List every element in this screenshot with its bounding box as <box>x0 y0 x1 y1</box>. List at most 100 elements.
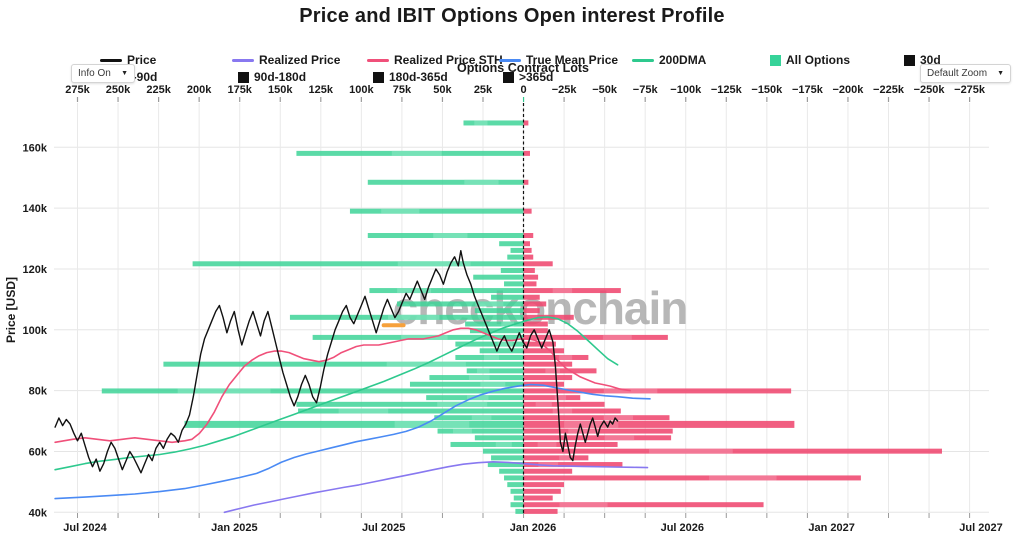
svg-text:275k: 275k <box>65 84 90 96</box>
svg-text:−125k: −125k <box>711 84 743 96</box>
legend-item-all-options[interactable]: All Options <box>770 53 850 67</box>
oi-bar-left <box>510 488 524 494</box>
legend-item-realized-price[interactable]: Realized Price <box>232 53 340 67</box>
oi-bar-right <box>523 420 795 428</box>
legend-item-price[interactable]: Price <box>100 53 156 67</box>
series-price <box>54 249 619 474</box>
oi-bar-right <box>523 208 532 214</box>
svg-text:60k: 60k <box>29 446 48 458</box>
oi-bar-right <box>523 375 573 381</box>
oi-bar-left <box>474 308 524 314</box>
oi-bar-right <box>523 381 565 387</box>
oi-bar-left <box>296 401 524 407</box>
oi-bar-right <box>523 508 558 514</box>
page-title: Price and IBIT Options Open interest Pro… <box>299 5 725 27</box>
svg-text:Jan 2027: Jan 2027 <box>808 522 854 534</box>
oi-bar-left <box>455 341 524 347</box>
svg-text:40k: 40k <box>29 507 48 519</box>
legend-item-200dma[interactable]: 200DMA <box>632 53 706 67</box>
legend-item-label: Realized Price <box>259 53 341 67</box>
oi-bar-left <box>466 368 524 374</box>
oi-bar-right <box>523 294 540 300</box>
svg-text:Jan 2025: Jan 2025 <box>211 522 257 534</box>
top-axis-title: Options Contract Lots <box>457 61 589 75</box>
oi-bar-left <box>473 274 524 280</box>
oi-bar-left <box>500 267 524 273</box>
oi-bar-left <box>507 254 524 260</box>
oi-bar-right <box>523 254 534 260</box>
svg-text:−225k: −225k <box>873 84 905 96</box>
default-zoom-dropdown-label: Default Zoom <box>927 68 988 79</box>
default-zoom-dropdown[interactable]: Default Zoom ▼ <box>920 64 1011 83</box>
oi-bar-left <box>396 301 524 307</box>
oi-bar-right <box>523 475 861 481</box>
90d-180d-swatch-icon <box>238 71 249 83</box>
oi-bar-left <box>474 435 524 441</box>
oi-bar-right <box>523 401 605 407</box>
svg-text:200k: 200k <box>187 84 212 96</box>
realized-price-sth-swatch-icon <box>367 58 389 62</box>
svg-text:−200k: −200k <box>832 84 864 96</box>
30d-swatch-icon <box>904 54 915 66</box>
svg-text:0: 0 <box>520 84 526 96</box>
oi-bar-left <box>184 420 524 428</box>
oi-bar-left <box>367 179 524 185</box>
price-swatch-icon <box>100 58 122 62</box>
svg-text:50k: 50k <box>433 84 452 96</box>
oi-bar-left <box>298 408 524 414</box>
svg-text:−275k: −275k <box>954 84 986 96</box>
oi-bar-left <box>513 495 524 501</box>
svg-text:140k: 140k <box>23 203 48 215</box>
oi-bar-left <box>510 502 524 508</box>
oi-bar-left <box>163 361 524 367</box>
oi-bar-left <box>487 462 524 468</box>
info-on-dropdown[interactable]: Info On ▼ <box>71 64 135 83</box>
legend-item-180d-365d[interactable]: 180d-365d <box>373 70 448 84</box>
svg-text:80k: 80k <box>29 386 48 398</box>
svg-text:160k: 160k <box>23 142 48 154</box>
oi-bar-right <box>523 179 529 185</box>
oi-bar-left <box>463 120 524 126</box>
oi-bar-right <box>523 348 565 354</box>
realized-price-swatch-icon <box>232 58 254 62</box>
oi-bar-right <box>523 150 530 156</box>
legend-item-label: 30d <box>920 53 941 67</box>
series-200dma <box>54 316 619 471</box>
svg-text:Jul 2024: Jul 2024 <box>63 522 107 534</box>
oi-bar-right <box>523 468 573 474</box>
oi-bar-right <box>523 462 623 468</box>
oi-bar-left <box>491 455 524 461</box>
svg-text:100k: 100k <box>23 325 48 337</box>
oi-bar-right <box>523 247 532 253</box>
chevron-down-icon: ▼ <box>121 70 128 77</box>
legend-item-label: 180d-365d <box>389 70 448 84</box>
legend-item-realized-price-sth[interactable]: Realized Price STH <box>367 53 503 67</box>
svg-text:120k: 120k <box>23 264 48 276</box>
price-series-lines <box>54 249 651 514</box>
all-options-swatch-icon <box>770 54 781 66</box>
legend-item-30d[interactable]: 30d <box>904 53 941 67</box>
oi-bar-left <box>504 281 524 287</box>
legend-item-true-mean-price[interactable]: True Mean Price <box>499 53 618 67</box>
oi-bar-right <box>523 281 537 287</box>
oi-bar-right <box>523 361 573 367</box>
oi-bar-right <box>523 233 534 239</box>
series-realized-price <box>223 460 649 514</box>
oi-bar-left <box>101 388 524 394</box>
oi-bar-left <box>499 241 524 247</box>
svg-text:Jul 2026: Jul 2026 <box>661 522 704 534</box>
legend-item-90d-180d[interactable]: 90d-180d <box>238 70 306 84</box>
oi-bar-right <box>523 455 589 461</box>
chevron-down-icon: ▼ <box>997 70 1004 77</box>
svg-text:75k: 75k <box>393 84 412 96</box>
oi-bar-right <box>523 395 581 401</box>
oi-bar-right <box>523 435 672 441</box>
legend-item-365d[interactable]: >365d <box>503 70 553 84</box>
oi-bar-left <box>409 381 524 387</box>
svg-text:−250k: −250k <box>914 84 946 96</box>
365d-swatch-icon <box>503 71 514 83</box>
oi-bar-right <box>523 308 540 314</box>
svg-text:100k: 100k <box>349 84 374 96</box>
svg-text:150k: 150k <box>268 84 293 96</box>
